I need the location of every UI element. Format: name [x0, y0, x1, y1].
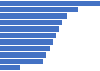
Bar: [0, 52, 46, 58]
Bar: [0, 46, 50, 51]
Bar: [0, 20, 62, 25]
Bar: [0, 26, 59, 32]
Bar: [0, 13, 67, 19]
Bar: [0, 65, 20, 70]
Bar: [0, 7, 78, 12]
Bar: [0, 59, 43, 64]
Bar: [0, 1, 100, 6]
Bar: [0, 39, 53, 45]
Bar: [0, 33, 56, 38]
